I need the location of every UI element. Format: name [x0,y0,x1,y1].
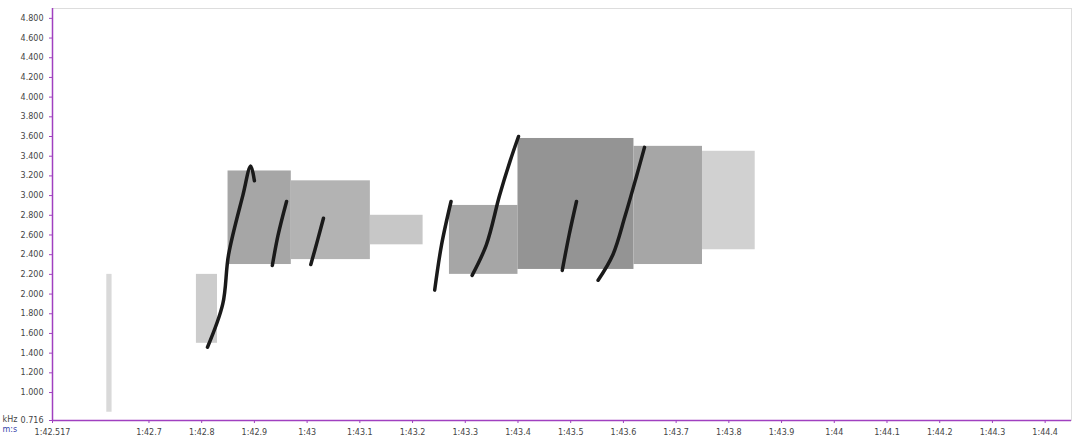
svg-text:1.000: 1.000 [21,388,44,397]
svg-text:2.600: 2.600 [21,231,44,240]
svg-text:1:44.3: 1:44.3 [980,428,1006,437]
svg-text:4.200: 4.200 [21,73,44,82]
svg-text:1.600: 1.600 [21,329,44,338]
svg-text:4.800: 4.800 [21,14,44,23]
svg-text:4.400: 4.400 [21,53,44,62]
svg-text:1:42.517: 1:42.517 [35,428,71,437]
svg-text:2.200: 2.200 [21,270,44,279]
svg-text:3.600: 3.600 [21,132,44,141]
svg-text:m:s: m:s [3,425,18,434]
svg-text:1:44.1: 1:44.1 [874,428,900,437]
svg-text:4.600: 4.600 [21,34,44,43]
svg-text:3.000: 3.000 [21,191,44,200]
svg-text:1:43.5: 1:43.5 [558,428,584,437]
svg-text:1:42.8: 1:42.8 [189,428,215,437]
svg-text:1.400: 1.400 [21,349,44,358]
svg-text:1:43.3: 1:43.3 [452,428,478,437]
svg-text:3.200: 3.200 [21,171,44,180]
svg-text:1:43.1: 1:43.1 [347,428,373,437]
svg-text:1:44.2: 1:44.2 [927,428,953,437]
svg-text:1:43.9: 1:43.9 [769,428,795,437]
svg-text:1:43.2: 1:43.2 [400,428,426,437]
svg-text:4.000: 4.000 [21,93,44,102]
svg-text:2.000: 2.000 [21,290,44,299]
svg-text:2.800: 2.800 [21,211,44,220]
svg-text:0.716: 0.716 [21,416,44,425]
svg-text:1:43.8: 1:43.8 [716,428,742,437]
svg-text:1:42.7: 1:42.7 [136,428,162,437]
svg-text:1:44: 1:44 [825,428,843,437]
svg-text:1:43.7: 1:43.7 [663,428,689,437]
svg-text:3.800: 3.800 [21,112,44,121]
svg-text:1.200: 1.200 [21,368,44,377]
svg-text:2.400: 2.400 [21,250,44,259]
svg-text:1.800: 1.800 [21,309,44,318]
svg-text:1:43.4: 1:43.4 [505,428,531,437]
svg-text:1:42.9: 1:42.9 [242,428,268,437]
svg-text:1:43.6: 1:43.6 [611,428,637,437]
svg-text:kHz: kHz [3,415,18,424]
svg-text:3.400: 3.400 [21,152,44,161]
svg-text:1:44.4: 1:44.4 [1032,428,1058,437]
svg-text:1:43: 1:43 [298,428,316,437]
